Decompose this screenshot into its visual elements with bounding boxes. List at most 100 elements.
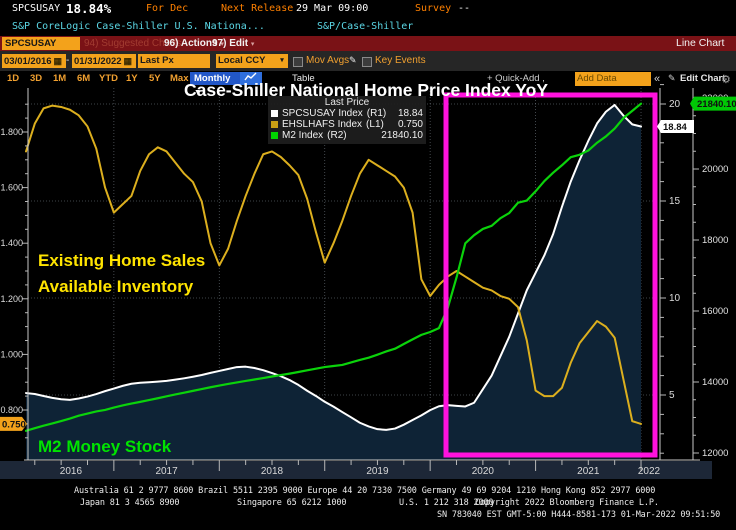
axis-label: 2022 [638,466,661,477]
for-period-label: For Dec [146,3,189,14]
suggested-charts-menu[interactable]: 94) Suggested Charts [84,38,182,49]
key-events-label[interactable]: Key Events [375,55,426,66]
chart-type-label: Line Chart [676,37,725,49]
settings-bar: 03/01/2016 ▦ - 01/31/2022 ▦ Last Px Local … [0,51,736,71]
axis-label: 5 [669,390,675,401]
last-price-badge [657,120,694,134]
edit-label: 97) Edit [212,38,249,49]
footer-japan: Japan 81 3 4565 8900 [80,498,180,508]
axis-label: 1.400 [0,238,23,248]
range-3d[interactable]: 3D [30,73,43,84]
collapse-icon[interactable]: « [654,73,661,85]
legend-axis: (R1) [366,108,387,119]
actions-label: 96) Actions [164,38,218,49]
badge-value: 18.84 [663,122,687,133]
spcsusay-area-fill [26,104,642,460]
next-release-label: Next Release [221,3,294,14]
white-swatch-icon [271,110,278,117]
period-bar: 1D 3D 1M 6M YTD 1Y 5Y Max Monthly ▼ Tabl… [0,71,736,96]
legend-item-m2[interactable]: M2 Index (R2) 21840.10 [271,130,423,141]
axis-label: 2018 [261,466,284,477]
survey-value: -- [458,3,471,14]
calendar-icon[interactable]: ▦ [53,56,63,66]
calendar-icon[interactable]: ▦ [123,56,133,66]
axis-label: 10 [669,293,681,304]
range-ytd[interactable]: YTD [99,73,118,84]
legend-item-spcsusay[interactable]: SPCSUSAY Index (R1) 18.84 [271,108,423,119]
range-max[interactable]: Max [170,73,189,84]
date-to-field[interactable]: 01/31/2022 ▦ [72,54,136,68]
edit-menu[interactable]: 97) Edit ▾ [212,37,254,51]
edit-chart-button[interactable]: Edit Chart [680,73,726,84]
price-field-select[interactable]: Last Px [138,54,210,68]
chevron-down-icon: ▾ [250,41,255,48]
yellow-series-annotation-line2: Available Inventory [38,277,194,296]
axis-label: 1.600 [0,183,23,193]
axis-label: 12000 [702,448,728,459]
footer-us: U.S. 1 212 318 2000 [399,498,494,508]
axis-label: 2016 [60,466,83,477]
survey-label: Survey [415,3,452,14]
actions-menu[interactable]: 96) Actions ▾ [164,37,224,51]
mov-avgs-label[interactable]: Mov Avgs [306,55,350,66]
ehslhafs-index-line [25,104,643,425]
currency-dropdown-icon[interactable]: ▾ [276,54,288,68]
date-from-value: 03/01/2016 [4,56,52,67]
axis-label: 14000 [702,377,728,388]
security-name: S&P CoreLogic Case-Shiller U.S. Nationa.… [12,21,265,32]
currency-select[interactable]: Local CCY [216,54,276,68]
ticker-symbol: SPCSUSAY [12,3,61,14]
axis-label: 15 [669,196,681,207]
legend-item-ehslhafs[interactable]: EHSLHAFS Index (L1) 0.750 [271,119,423,130]
axis-label: 20000 [702,164,728,175]
ticker-value: 18.84% [66,1,112,16]
legend-name: M2 Index [282,130,324,141]
m2-index-line [24,102,643,432]
legend-name: EHSLHAFS Index [282,119,363,130]
last-price-badge [690,96,736,111]
spcsusay-index-line [25,103,643,431]
axis-label: 2017 [155,466,178,477]
frequency-select[interactable]: Monthly ▼ [190,72,242,96]
highlight-box-annotation[interactable] [443,92,658,458]
frequency-value: Monthly [194,73,231,84]
legend-axis: (R2) [327,130,347,141]
green-series-annotation: M2 Money Stock [38,437,172,456]
axis-label: 2020 [472,466,495,477]
green-swatch-icon [271,132,278,139]
pencil-icon[interactable]: ✎ [668,73,676,83]
chevron-down-icon: ▾ [220,41,224,48]
menu-bar: SPCSUSAY Index 94) Suggested Charts 96) … [0,36,736,62]
key-events-checkbox[interactable] [362,57,372,67]
quick-add-button[interactable]: + Quick-Add , [487,73,545,84]
x-axis-strip [0,461,712,479]
mov-avgs-checkbox[interactable] [293,57,303,67]
legend-value: 21840.10 [381,130,423,141]
range-6m[interactable]: 6M [77,73,91,84]
date-range-dash: - [66,55,70,66]
range-1m[interactable]: 1M [53,73,67,84]
pencil-icon[interactable]: ✎ [349,55,357,65]
legend-name: SPCSUSAY Index [282,108,363,119]
range-1y[interactable]: 1Y [126,73,138,84]
legend-value: 18.84 [397,108,423,119]
gold-swatch-icon [271,121,278,128]
date-from-field[interactable]: 03/01/2016 ▦ [2,54,66,68]
legend-value: 0.750 [397,119,423,130]
footer-terminal-info: SN 783040 EST GMT-5:00 H444-8581-173 01-… [437,510,721,520]
legend-axis: (L1) [366,119,384,130]
chart-legend: Last Price SPCSUSAY Index (R1) 18.84 EHS… [268,96,426,144]
add-data-input[interactable]: Add Data [575,72,651,86]
range-5y[interactable]: 5Y [149,73,161,84]
table-button[interactable]: Table [292,73,315,84]
chart-title: Case-Shiller National Home Price Index Y… [183,80,549,100]
gear-icon[interactable]: ⚙ [721,74,731,86]
axis-label: 16000 [702,306,728,317]
line-chart-icon[interactable] [240,72,262,85]
footer-phones-line1: Australia 61 2 9777 8600 Brazil 5511 239… [74,486,656,496]
range-1d[interactable]: 1D [7,73,20,84]
badge-value: 21840.10 [697,99,736,110]
chevron-down-icon: ▼ [194,89,201,96]
